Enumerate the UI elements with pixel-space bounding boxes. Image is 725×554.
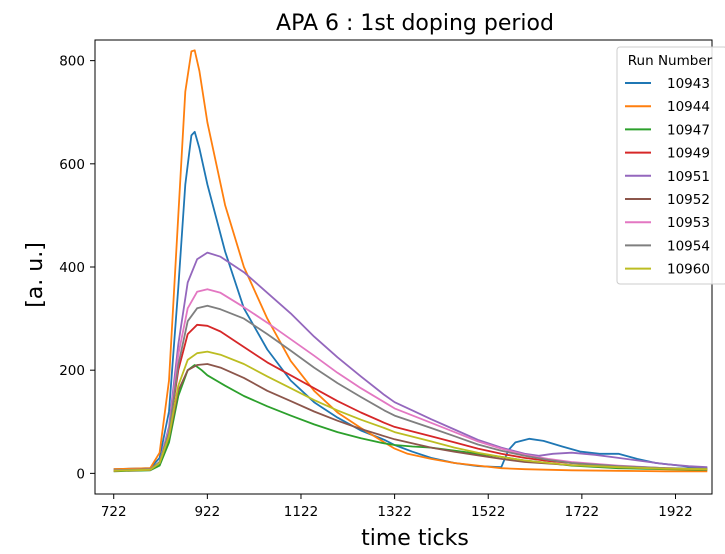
y-tick-label: 400 xyxy=(59,260,85,276)
legend-label-10944: 10944 xyxy=(667,99,710,115)
y-axis-label: [a. u.] xyxy=(23,242,48,308)
legend-label-10952: 10952 xyxy=(667,192,710,208)
x-tick-label: 1122 xyxy=(284,504,318,520)
y-tick-label: 600 xyxy=(59,157,85,173)
x-tick-label: 1922 xyxy=(658,504,692,520)
legend-label-10960: 10960 xyxy=(667,262,710,278)
plot-axes: 722 922 1122 1322 1522 1722 1922 0 200 400 600 800 xyxy=(59,39,713,520)
legend-label-10954: 10954 xyxy=(667,238,710,254)
series-line-10944 xyxy=(113,49,708,473)
x-axis-label: time ticks xyxy=(361,526,469,551)
x-tick-label: 722 xyxy=(101,504,127,520)
series-line-10943 xyxy=(113,130,708,471)
series-line-10949 xyxy=(113,323,708,472)
x-tick-label: 1722 xyxy=(565,504,599,520)
legend: Run Number 10943 10944 10947 10949 10951 10952… xyxy=(616,46,725,285)
x-tick-label: 922 xyxy=(194,504,220,520)
x-tick-label: 1522 xyxy=(471,504,505,520)
x-tick-label: 1322 xyxy=(377,504,411,520)
series-line-10954 xyxy=(113,304,708,472)
legend-label-10947: 10947 xyxy=(667,122,710,138)
chart-title: APA 6 : 1st doping period xyxy=(276,11,554,36)
y-tick-label: 200 xyxy=(59,363,85,379)
legend-label-10951: 10951 xyxy=(667,169,710,185)
legend-label-10953: 10953 xyxy=(667,215,710,231)
y-tick-label: 800 xyxy=(59,54,85,70)
series-line-10960 xyxy=(113,350,708,472)
series-line-10947 xyxy=(113,364,708,473)
series-line-10951 xyxy=(113,251,708,472)
y-tick-label: 0 xyxy=(76,466,85,482)
series-lines xyxy=(113,49,708,473)
legend-title: Run Number xyxy=(628,53,713,69)
legend-label-10943: 10943 xyxy=(667,76,710,92)
legend-label-10949: 10949 xyxy=(667,146,710,162)
